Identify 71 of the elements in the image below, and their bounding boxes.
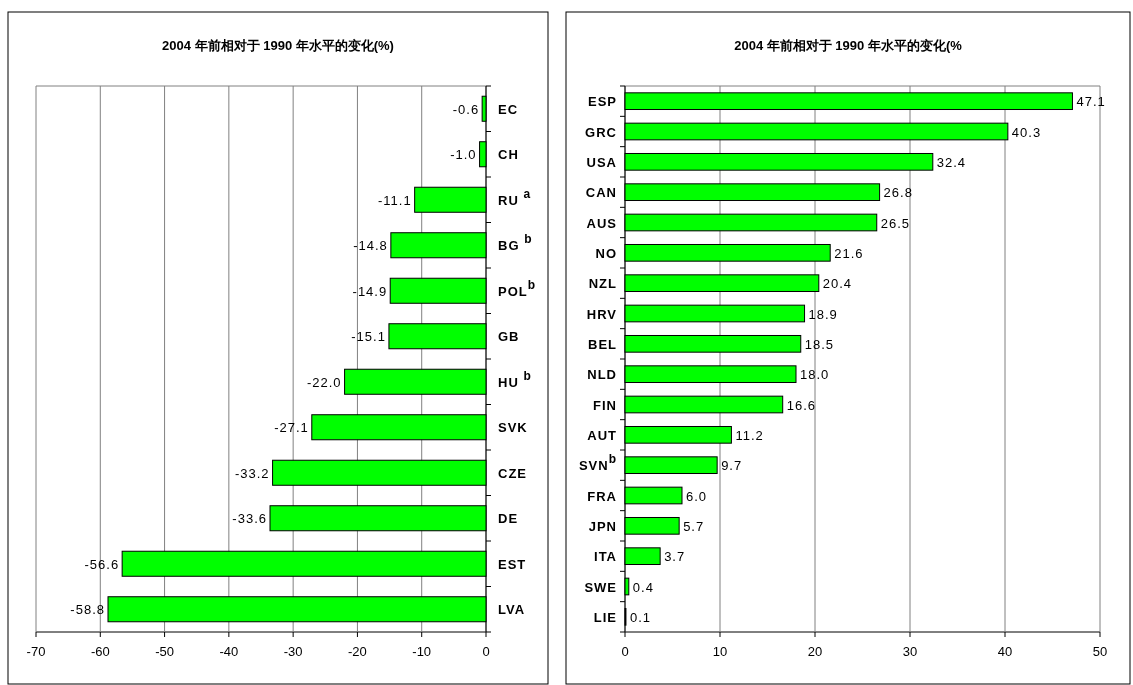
data-label: 40.3 [1011, 124, 1042, 140]
data-label: -11.1 [377, 192, 412, 208]
data-label: 20.4 [822, 276, 853, 292]
y-tick-label: NZL [588, 276, 617, 292]
y-tick-label: HRV [586, 306, 617, 322]
y-tick-label: CAN [585, 185, 617, 201]
y-tick-label: LVA [498, 602, 526, 618]
y-tick-label: ESP [587, 94, 617, 110]
y-tick-label: CZE [498, 465, 527, 481]
data-label: -27.1 [274, 420, 309, 436]
x-tick-label: 10 [712, 644, 728, 659]
y-tick-label: FRA [587, 488, 617, 504]
y-tick-label: FIN [593, 397, 617, 413]
data-label: 18.0 [800, 367, 830, 383]
x-tick-label: -30 [283, 644, 303, 659]
y-tick-label: LIE [593, 609, 617, 625]
y-tick-label: AUS [586, 215, 617, 231]
data-label: 26.5 [880, 215, 911, 231]
data-label: -33.2 [234, 465, 270, 481]
data-label: -15.1 [351, 329, 386, 345]
data-label: 47.1 [1076, 94, 1106, 110]
y-tick-label: CH [498, 147, 519, 163]
data-label: 21.6 [834, 245, 864, 261]
y-tick-label: DE [498, 511, 519, 527]
x-tick-label: -20 [348, 644, 367, 659]
data-label: 18.9 [808, 306, 838, 322]
y-tick-label: SVK [498, 420, 528, 436]
y-tick-label: SWE [584, 579, 617, 595]
x-tick-label: 30 [902, 644, 918, 659]
x-tick-label: 50 [1092, 644, 1108, 659]
data-label: 0.4 [632, 579, 654, 595]
y-tick-label: AUT [587, 427, 617, 443]
x-tick-label: -10 [412, 644, 432, 659]
data-label: -58.8 [70, 602, 105, 618]
data-label: -56.6 [84, 556, 120, 572]
x-tick-label: 0 [482, 644, 490, 659]
x-tick-label: 20 [807, 644, 823, 659]
data-label: 26.8 [883, 185, 913, 201]
data-label: -0.6 [452, 101, 480, 117]
data-label: 18.5 [804, 336, 835, 352]
y-tick-label: GRC [585, 124, 617, 140]
data-label: 3.7 [664, 549, 686, 565]
x-tick-label: -60 [90, 644, 110, 659]
x-tick-label: -50 [155, 644, 174, 659]
data-label: -14.8 [353, 238, 388, 254]
chart-title: 2004 年前相对于 1990 年水平的变化(%) [162, 38, 394, 53]
x-tick-label: -70 [26, 644, 46, 659]
data-label: 32.4 [936, 154, 967, 170]
x-tick-label: 40 [997, 644, 1013, 659]
y-tick-label: NO [595, 245, 617, 261]
data-label: -22.0 [306, 374, 342, 390]
data-label: -1.0 [450, 147, 477, 163]
y-tick-label: USA [586, 154, 617, 170]
x-tick-label: -40 [219, 644, 239, 659]
y-tick-label: EST [498, 556, 527, 572]
chart-title: 2004 年前相对于 1990 年水平的变化(% [734, 38, 963, 53]
y-tick-label: EC [498, 101, 519, 117]
data-label: -33.6 [232, 511, 267, 527]
y-tick-label: JPN [588, 518, 617, 534]
data-label: 9.7 [721, 458, 743, 474]
y-tick-label: BEL [588, 336, 617, 352]
x-tick-label: 0 [621, 644, 629, 659]
data-label: 0.1 [629, 609, 652, 625]
data-label: 16.6 [786, 397, 817, 413]
data-label: 6.0 [686, 488, 708, 504]
y-tick-label: NLD [587, 367, 617, 383]
data-label: 5.7 [683, 518, 705, 534]
data-label: 11.2 [735, 427, 764, 443]
data-label: -14.9 [352, 283, 388, 299]
y-tick-label: ITA [594, 549, 617, 565]
y-tick-label: GB [498, 329, 520, 345]
